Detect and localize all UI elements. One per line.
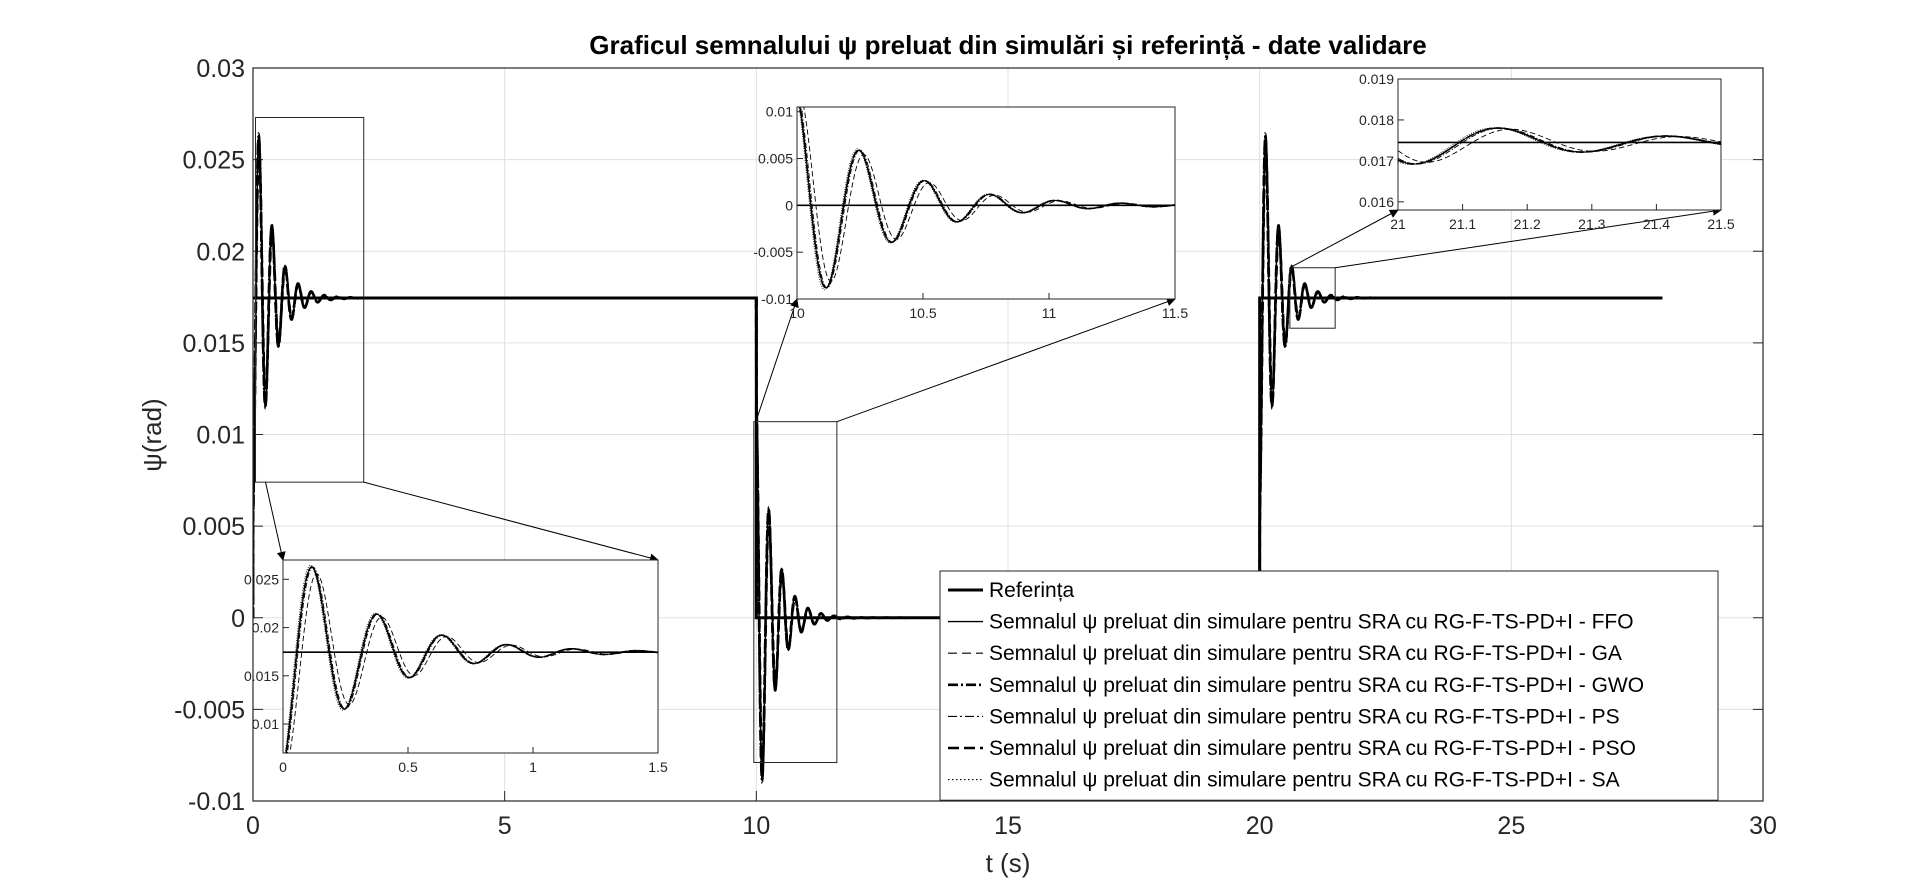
x-axis-label: t (s) [986, 848, 1031, 878]
zoom-connector-arrow [363, 481, 659, 563]
x-tick-label: 5 [498, 812, 512, 840]
inset-x-tick-label: 21.1 [1449, 216, 1476, 232]
x-tick-label: 10 [742, 812, 770, 840]
x-tick-label: 15 [994, 812, 1022, 840]
inset-x-tick-label: 0 [279, 759, 287, 775]
inset-y-tick-label: 0.015 [244, 668, 279, 684]
inset-y-tick-label: -0.005 [753, 244, 793, 260]
y-tick-label: 0.005 [182, 513, 245, 541]
inset-y-tick-label: 0.005 [758, 151, 793, 167]
inset-x-tick-label: 21 [1390, 216, 1406, 232]
zoom-connector-arrow [836, 297, 1176, 423]
legend-entry-4: Semnalul ψ preluat din simulare pentru S… [989, 705, 1620, 728]
chart-title: Graficul semnalului ψ preluat din simulă… [589, 30, 1426, 60]
inset-frame [1397, 78, 1722, 211]
legend: Referința Semnalul ψ preluat din simulare… [939, 570, 1719, 801]
inset-x-tick-label: 21.4 [1643, 216, 1670, 232]
x-tick-label: 20 [1246, 812, 1274, 840]
inset-frame [282, 559, 659, 754]
zoom-box-1 [255, 116, 365, 483]
zoom-box-2 [753, 421, 838, 764]
inset-x-tick-label: 1 [529, 759, 537, 775]
inset-x-tick-label: 21.3 [1578, 216, 1605, 232]
inset-series-line-5 [799, 107, 1175, 289]
inset-y-tick-label: 0.016 [1359, 194, 1394, 210]
inset-y-tick-label: 0 [785, 197, 793, 213]
x-tick-label: 25 [1497, 812, 1525, 840]
zoom-boxes [255, 116, 1722, 764]
inset-y-tick-label: 0.01 [252, 716, 279, 732]
inset-series-line-2 [803, 107, 1175, 282]
inset-x-tick-label: 21.5 [1707, 216, 1734, 232]
y-tick-label: 0.03 [196, 55, 245, 83]
y-tick-label: 0.015 [182, 330, 245, 358]
y-tick-label: 0 [231, 605, 245, 633]
inset-y-tick-label: 0.017 [1359, 153, 1394, 169]
inset-3: 21 21.1 21.2 21.3 21.4 21.5 0.016 0.017 0.018 0.0… [1359, 71, 1735, 232]
legend-entry-2: Semnalul ψ preluat din simulare pentru S… [989, 642, 1622, 665]
zoom-connector-arrow [1335, 206, 1722, 269]
zoom-box-3 [1289, 267, 1336, 329]
legend-entry-1: Semnalul ψ preluat din simulare pentru S… [989, 611, 1634, 634]
inset-x-tick-label: 1.5 [648, 759, 668, 775]
y-tick-label: 0.025 [182, 147, 245, 175]
inset-x-tick-label: 10 [789, 305, 805, 321]
x-tick-label: 0 [246, 812, 260, 840]
inset-series-line-5 [1398, 127, 1721, 165]
zoom-connector-arrow [1289, 209, 1399, 269]
x-tick-label: 30 [1749, 812, 1777, 840]
inset-x-tick-label: 0.5 [398, 759, 418, 775]
y-tick-label: -0.005 [174, 696, 245, 724]
inset-y-tick-label: 0.01 [766, 104, 793, 120]
inset-2: 10 10.5 11 11.5 -0.01 -0.005 0 0.005 0.01 [753, 104, 1188, 321]
legend-box [939, 570, 1719, 801]
zoom-connector-arrow [755, 298, 799, 422]
y-axis-label: ψ(rad) [137, 398, 167, 471]
inset-x-tick-label: 21.2 [1514, 216, 1541, 232]
inset-y-tick-label: 0.018 [1359, 112, 1394, 128]
inset-y-tick-label: 0.025 [244, 571, 279, 587]
inset-x-tick-label: 11.5 [1162, 305, 1188, 321]
inset-y-tick-label: -0.01 [761, 291, 793, 307]
main-tick-labels: 0 5 10 15 20 25 30-0.01-0.00500.0050.010.0150.… [174, 55, 1777, 840]
y-tick-label: -0.01 [188, 788, 245, 816]
inset-x-tick-label: 10.5 [909, 305, 936, 321]
inset-x-tick-label: 11 [1042, 305, 1057, 321]
y-tick-label: 0.02 [196, 238, 245, 266]
legend-entry-5: Semnalul ψ preluat din simulare pentru S… [989, 737, 1636, 760]
zoom-connector-arrow [265, 482, 286, 561]
inset-series-line-4 [800, 107, 1175, 289]
inset-1: 0 0.5 1 1.5 0.01 0.015 0.02 0.025 [244, 559, 668, 775]
y-tick-label: 0.01 [196, 422, 245, 450]
inset-frame [796, 106, 1176, 300]
inset-y-tick-label: 0.02 [252, 620, 279, 636]
legend-entry-6: Semnalul ψ preluat din simulare pentru S… [989, 769, 1620, 792]
legend-entry-0: Referința [989, 579, 1075, 602]
legend-entry-3: Semnalul ψ preluat din simulare pentru S… [989, 674, 1644, 697]
inset-y-tick-label: 0.019 [1359, 71, 1394, 87]
main-axes-frame [252, 67, 1764, 802]
inset-series-line-4 [1398, 127, 1721, 165]
inset-series-line-6 [284, 564, 658, 753]
